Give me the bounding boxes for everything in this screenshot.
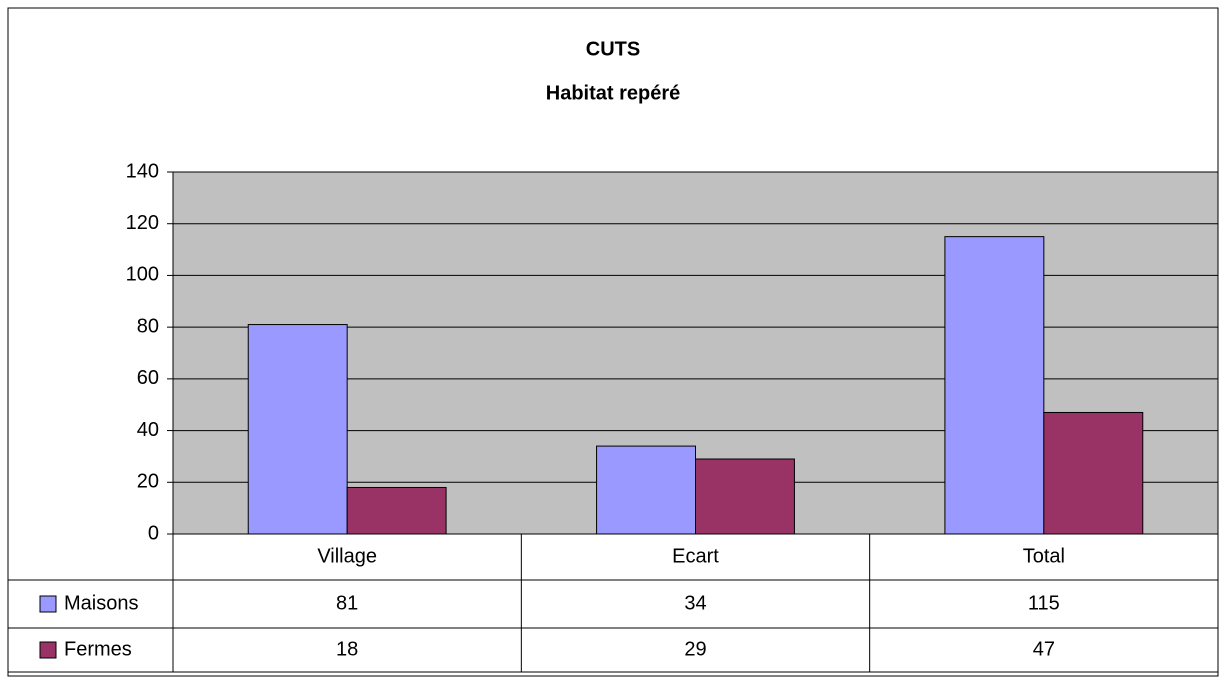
bar	[695, 458, 795, 535]
bar	[1043, 411, 1144, 535]
y-tick-label: 0	[148, 522, 159, 544]
y-tick-label: 100	[126, 264, 159, 286]
y-tick-label: 140	[126, 160, 159, 182]
bar	[247, 324, 348, 535]
y-tick-label: 80	[137, 315, 159, 337]
table-value: 115	[1028, 592, 1060, 614]
x-tick-label: Total	[1023, 545, 1065, 567]
legend-label: Fermes	[64, 638, 132, 660]
legend-swatch	[39, 595, 57, 613]
chart-subtitle: Habitat repéré	[546, 82, 681, 104]
y-tick-label: 40	[137, 419, 159, 441]
x-tick-label: Ecart	[672, 545, 719, 567]
y-tick-label: 60	[137, 367, 159, 389]
table-value: 29	[684, 638, 706, 660]
table-value: 81	[336, 592, 358, 614]
table-value: 34	[684, 592, 706, 614]
y-tick-label: 120	[126, 212, 159, 234]
table-value: 18	[336, 638, 358, 660]
chart-title: CUTS	[586, 38, 640, 60]
x-tick-label: Village	[317, 545, 377, 567]
bar	[596, 445, 696, 535]
legend-swatch	[39, 641, 57, 659]
y-tick-label: 20	[137, 471, 159, 493]
bar	[944, 236, 1045, 535]
table-value: 47	[1033, 638, 1055, 660]
legend-label: Maisons	[64, 592, 138, 614]
bar	[346, 486, 447, 535]
